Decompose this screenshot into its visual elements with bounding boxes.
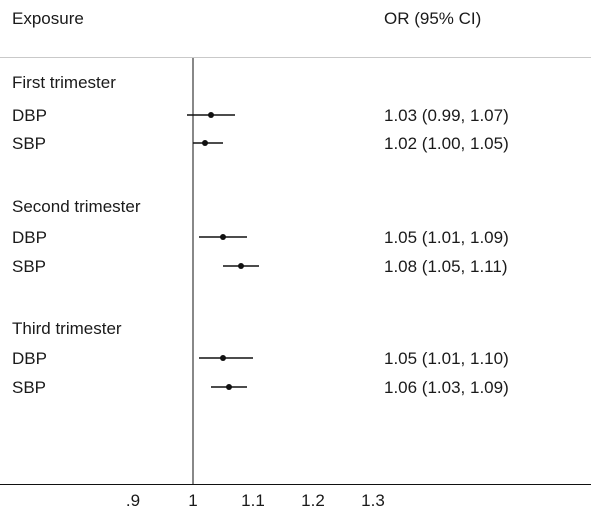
point-estimate xyxy=(238,263,244,269)
x-tick-label: 1.3 xyxy=(361,491,385,510)
label-column-header: Exposure xyxy=(12,9,84,28)
estimate-text: 1.02 (1.00, 1.05) xyxy=(384,134,509,153)
estimate-text: 1.06 (1.03, 1.09) xyxy=(384,378,509,397)
forest-plot-body: .9 1 1.1 1.2 1.3 First trimester DBP 1.03 (0.99… xyxy=(12,58,509,510)
point-estimate xyxy=(226,384,232,390)
estimate-column-header: OR (95% CI) xyxy=(384,9,481,28)
row-label: SBP xyxy=(12,134,46,153)
estimate-text: 1.08 (1.05, 1.11) xyxy=(384,257,508,276)
estimate-text: 1.03 (0.99, 1.07) xyxy=(384,106,509,125)
x-tick-label: 1.2 xyxy=(301,491,325,510)
group-title: Second trimester xyxy=(12,197,141,216)
x-tick-label: 1.1 xyxy=(241,491,265,510)
row-label: SBP xyxy=(12,257,46,276)
group-title: First trimester xyxy=(12,73,116,92)
x-tick-label: .9 xyxy=(126,491,140,510)
estimate-text: 1.05 (1.01, 1.10) xyxy=(384,349,509,368)
row-label: SBP xyxy=(12,378,46,397)
point-estimate xyxy=(208,112,214,118)
row-label: DBP xyxy=(12,228,47,247)
group-title: Third trimester xyxy=(12,319,122,338)
point-estimate xyxy=(202,140,208,146)
x-tick-label: 1 xyxy=(188,491,197,510)
point-estimate xyxy=(220,234,226,240)
point-estimate xyxy=(220,355,226,361)
estimate-text: 1.05 (1.01, 1.09) xyxy=(384,228,509,247)
row-label: DBP xyxy=(12,349,47,368)
row-label: DBP xyxy=(12,106,47,125)
